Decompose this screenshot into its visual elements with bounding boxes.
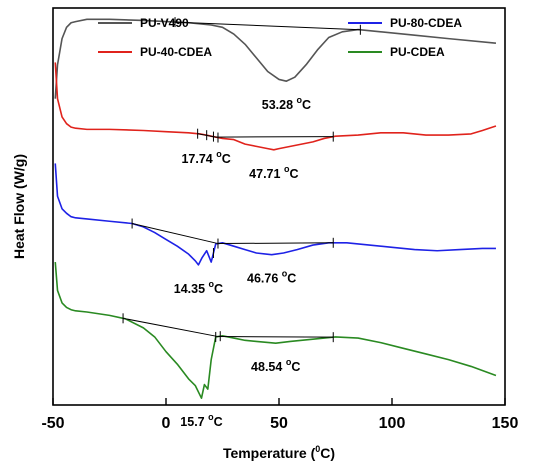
- series-layer: [54, 18, 497, 399]
- peak-label: 48.54 oC: [251, 357, 300, 374]
- peak-label: 17.74 oC: [181, 149, 230, 166]
- series-line-pu-40-cdea: [54, 62, 497, 151]
- peak-unit: C: [214, 282, 223, 296]
- legend-label: PU-40-CDEA: [140, 45, 212, 59]
- peak-value: 46.76: [247, 272, 282, 286]
- peak-value: 53.28: [262, 98, 297, 112]
- legend-label: PU-80-CDEA: [390, 16, 462, 30]
- peak-value: 48.54: [251, 360, 286, 374]
- baseline-layer: [122, 17, 361, 343]
- x-tick-label: 150: [492, 415, 519, 432]
- peak-value: 14.35: [174, 282, 209, 296]
- peak-degree: o: [282, 269, 288, 279]
- peak-label: 47.71 oC: [249, 164, 298, 181]
- baseline-pu-80-cdea: [131, 223, 334, 245]
- baseline-pu-40-cdea: [197, 133, 334, 138]
- y-axis-title: Heat Flow (W/g): [11, 154, 27, 259]
- peak-label: 53.28 oC: [262, 95, 311, 112]
- legend-item-pu-80-cdea: PU-80-CDEA: [348, 16, 462, 30]
- peak-unit: C: [289, 167, 298, 181]
- x-axis-title-sup: 0: [315, 444, 320, 454]
- x-axis-title-end: C): [320, 445, 335, 461]
- x-tick-label: 0: [162, 415, 171, 432]
- peak-value: 15.7: [180, 415, 208, 429]
- peak-unit: C: [222, 152, 231, 166]
- peak-degree: o: [297, 95, 303, 105]
- x-tick-label: -50: [41, 415, 64, 432]
- legend: PU-V490 PU-80-CDEA PU-40-CDEA PU-CDEA: [98, 16, 462, 59]
- legend-label: PU-CDEA: [390, 45, 445, 59]
- legend-item-pu-cdea: PU-CDEA: [348, 45, 445, 59]
- x-axis: -50 0 50 100 150: [41, 398, 518, 432]
- peak-value: 47.71: [249, 167, 284, 181]
- x-axis-title: Temperature (0C): [223, 444, 335, 461]
- peak-degree: o: [208, 412, 214, 422]
- x-tick-label: 50: [270, 415, 288, 432]
- peak-degree: o: [216, 149, 222, 159]
- series-line-pu-80-cdea: [54, 163, 496, 266]
- peak-unit: C: [214, 415, 223, 429]
- legend-item-pu-40-cdea: PU-40-CDEA: [98, 45, 212, 59]
- peak-degree: o: [209, 279, 215, 289]
- peak-degree: o: [284, 164, 290, 174]
- series-line-pu-v490: [54, 18, 497, 99]
- peak-unit: C: [291, 360, 300, 374]
- peak-value: 17.74: [181, 152, 216, 166]
- x-tick-label: 100: [379, 415, 406, 432]
- peak-label: 14.35 oC: [174, 279, 223, 296]
- peak-degree: o: [286, 357, 292, 367]
- peak-unit: C: [287, 272, 296, 286]
- x-axis-title-main: Temperature (: [223, 445, 316, 461]
- peak-label: 15.7 oC: [180, 412, 222, 429]
- legend-item-pu-v490: PU-V490: [98, 16, 189, 30]
- peak-unit: C: [302, 98, 311, 112]
- plot-frame: [52, 7, 506, 406]
- series-line-pu-cdea: [54, 262, 497, 399]
- legend-label: PU-V490: [140, 16, 189, 30]
- baseline-pu-cdea: [122, 317, 334, 338]
- baseline-pu-v490: [175, 21, 361, 31]
- peak-label: 46.76 oC: [247, 269, 296, 286]
